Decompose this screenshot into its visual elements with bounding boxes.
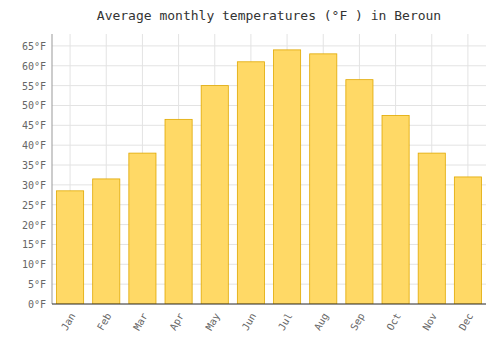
y-axis-line [52, 34, 53, 304]
x-tick-label: Apr [167, 311, 186, 332]
y-grid-line [52, 125, 486, 126]
y-grid-line [52, 45, 486, 46]
bar [165, 119, 192, 304]
bar [274, 50, 301, 304]
x-axis-line [52, 304, 486, 305]
grid [52, 34, 486, 304]
x-tick-label: May [204, 311, 223, 332]
y-tick-label: 10°F [22, 259, 46, 270]
y-tick-label: 35°F [22, 160, 46, 171]
bar [454, 177, 481, 304]
y-grid-line [52, 85, 486, 86]
y-tick-label: 5°F [28, 279, 46, 290]
y-grid-line [52, 304, 486, 305]
x-tick-label: Sep [348, 311, 367, 332]
y-tick-label: 15°F [22, 239, 46, 250]
bar [346, 80, 373, 304]
x-tick-label: Feb [95, 311, 114, 332]
y-tick-label: 60°F [22, 61, 46, 72]
bars [57, 50, 482, 304]
x-tick-label: Jan [59, 311, 78, 332]
y-tick-label: 30°F [22, 180, 46, 191]
x-tick-label: Oct [384, 311, 403, 332]
bar [93, 179, 120, 304]
chart-svg: Average monthly temperatures (°F ) in Be… [0, 0, 500, 350]
chart-title: Average monthly temperatures (°F ) in Be… [97, 8, 441, 23]
bar [129, 153, 156, 304]
y-grid-line [52, 65, 486, 66]
x-tick-label: Jun [240, 311, 259, 332]
y-tick-label: 25°F [22, 200, 46, 211]
x-tick-label: Jul [276, 311, 295, 332]
x-tick-label: Dec [457, 311, 476, 332]
bar [57, 191, 84, 304]
y-tick-label: 0°F [28, 299, 46, 310]
y-grid-line [52, 145, 486, 146]
y-tick-label: 65°F [22, 41, 46, 52]
x-tick-label: Nov [421, 311, 440, 332]
chart-container: Average monthly temperatures (°F ) in Be… [0, 0, 500, 350]
y-tick-label: 40°F [22, 140, 46, 151]
bar [201, 86, 228, 304]
x-tick-label: Mar [131, 311, 150, 332]
bar [310, 54, 337, 304]
y-tick-label: 55°F [22, 81, 46, 92]
bar [418, 153, 445, 304]
y-grid-line [52, 105, 486, 106]
y-tick-label: 45°F [22, 120, 46, 131]
bar [382, 115, 409, 304]
bar [237, 62, 264, 304]
y-tick-label: 20°F [22, 220, 46, 231]
x-tick-label: Aug [312, 311, 331, 332]
y-tick-label: 50°F [22, 100, 46, 111]
